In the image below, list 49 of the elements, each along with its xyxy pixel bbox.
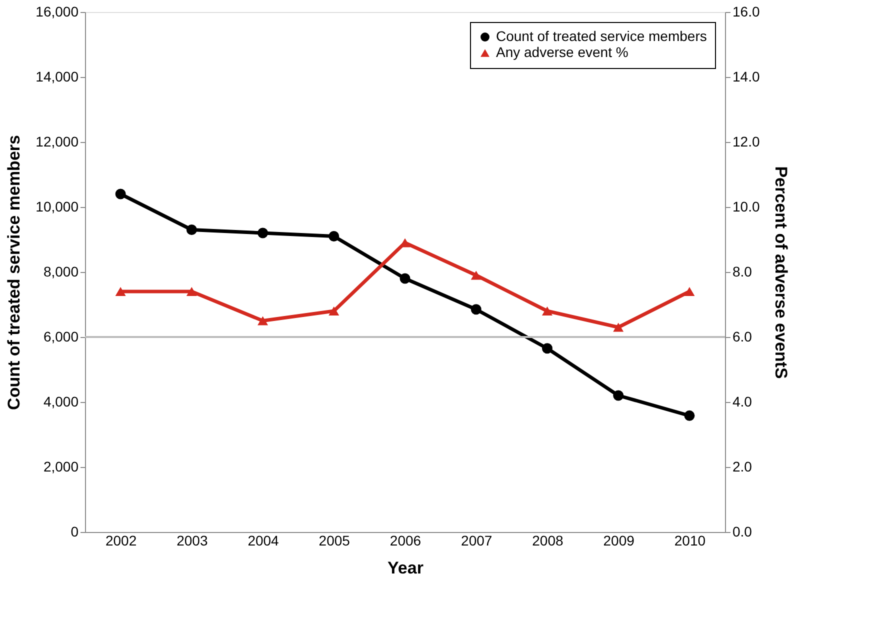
- point: [186, 224, 197, 235]
- x-tick-label: 2007: [461, 532, 492, 548]
- x-tick-label: 2006: [390, 532, 422, 548]
- y-tick-label: 16,000: [36, 4, 79, 20]
- y2-tick-label: 2.0: [732, 458, 752, 474]
- y-tick-label: 8,000: [43, 264, 79, 280]
- legend-label: Any adverse event %: [496, 44, 628, 60]
- y-tick-label: 0: [70, 524, 79, 540]
- y2-tick-label: 12.0: [732, 134, 760, 150]
- y-axis-title: Count of treated service members: [4, 135, 24, 410]
- y2-tick-label: 4.0: [732, 394, 752, 410]
- legend-label: Count of treated service members: [496, 28, 707, 44]
- x-tick-label: 2003: [176, 532, 208, 548]
- y2-tick-label: 10.0: [732, 198, 760, 214]
- point: [470, 270, 482, 280]
- point: [613, 322, 624, 332]
- y-tick-label: 10,000: [36, 198, 79, 214]
- x-tick-label: 2010: [674, 532, 706, 548]
- y-tick-label: 12,000: [36, 134, 79, 150]
- point: [258, 228, 268, 238]
- point: [328, 231, 340, 242]
- point: [186, 286, 197, 296]
- x-tick-label: 2008: [532, 532, 564, 548]
- point: [470, 304, 482, 315]
- y-tick-label: 2,000: [43, 458, 79, 474]
- point: [258, 316, 268, 326]
- y2-tick-label: 8.0: [732, 264, 752, 280]
- y2-tick-label: 16.0: [732, 4, 760, 20]
- point: [684, 286, 695, 296]
- y2-tick-label: 14.0: [732, 68, 760, 84]
- y2-tick-label: 6.0: [732, 328, 752, 344]
- point: [328, 306, 340, 316]
- point: [684, 410, 695, 421]
- y-tick-label: 14,000: [36, 68, 79, 84]
- y2-tick-label: 0.0: [732, 524, 752, 540]
- x-tick-label: 2002: [105, 532, 137, 548]
- point: [613, 390, 624, 401]
- point: [115, 286, 126, 296]
- x-tick-label: 2004: [248, 532, 280, 548]
- x-tick-label: 2009: [603, 532, 635, 548]
- y2-axis-title: Percent of adverse eventS: [772, 166, 791, 379]
- point: [542, 306, 552, 316]
- y-tick-label: 6,000: [43, 328, 79, 344]
- x-tick-label: 2005: [318, 532, 350, 548]
- point: [115, 188, 126, 200]
- x-axis-title: Year: [388, 558, 424, 578]
- point: [542, 343, 552, 354]
- y-tick-label: 4,000: [43, 394, 79, 410]
- point: [400, 273, 410, 284]
